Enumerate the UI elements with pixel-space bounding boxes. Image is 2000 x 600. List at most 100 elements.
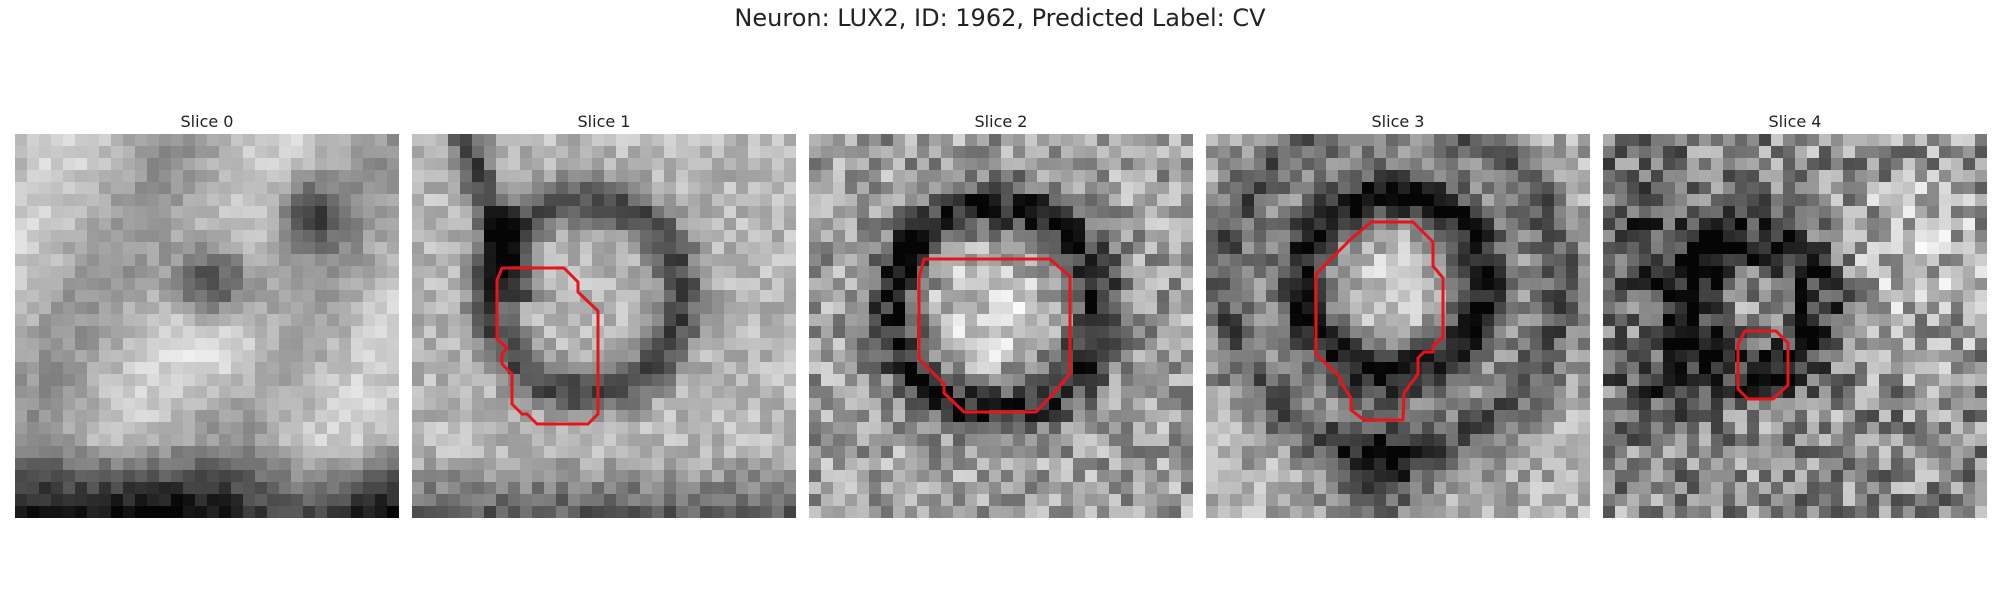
image-pixel — [1807, 410, 1820, 423]
image-pixel — [1206, 362, 1219, 375]
image-pixel — [135, 386, 148, 399]
image-pixel — [1061, 230, 1074, 243]
image-pixel — [1434, 158, 1447, 171]
image-pixel — [592, 446, 605, 459]
image-pixel — [1639, 266, 1652, 279]
image-pixel — [291, 374, 304, 387]
image-pixel — [1049, 278, 1062, 291]
image-pixel — [1819, 134, 1832, 147]
image-pixel — [724, 398, 737, 411]
image-pixel — [1181, 362, 1193, 375]
image-pixel — [99, 302, 112, 315]
image-pixel — [147, 158, 160, 171]
image-pixel — [1566, 386, 1579, 399]
image-pixel — [1494, 242, 1507, 255]
image-pixel — [760, 338, 773, 351]
image-pixel — [496, 158, 509, 171]
image-pixel — [881, 506, 894, 518]
image-pixel — [929, 134, 942, 147]
image-pixel — [580, 470, 593, 483]
image-pixel — [700, 278, 713, 291]
image-pixel — [424, 194, 437, 207]
image-pixel — [712, 470, 725, 483]
image-pixel — [748, 350, 761, 363]
image-pixel — [1302, 446, 1315, 459]
image-pixel — [171, 374, 184, 387]
image-pixel — [339, 170, 352, 183]
image-pixel — [1939, 146, 1952, 159]
image-pixel — [1181, 398, 1193, 411]
image-pixel — [1470, 338, 1483, 351]
image-pixel — [953, 206, 966, 219]
image-pixel — [1278, 302, 1291, 315]
image-pixel — [953, 470, 966, 483]
image-pixel — [1615, 362, 1628, 375]
image-pixel — [1278, 494, 1291, 507]
image-pixel — [1951, 146, 1964, 159]
image-pixel — [809, 482, 822, 495]
image-pixel — [1723, 170, 1736, 183]
image-pixel — [1566, 230, 1579, 243]
image-pixel — [63, 434, 76, 447]
image-pixel — [1157, 290, 1170, 303]
image-pixel — [989, 302, 1002, 315]
image-pixel — [1338, 146, 1351, 159]
image-pixel — [580, 374, 593, 387]
image-pixel — [315, 422, 328, 435]
image-pixel — [1145, 290, 1158, 303]
image-pixel — [207, 266, 220, 279]
image-pixel — [1386, 422, 1399, 435]
image-pixel — [1398, 314, 1411, 327]
image-pixel — [1843, 326, 1856, 339]
image-pixel — [640, 434, 653, 447]
image-pixel — [243, 422, 256, 435]
image-pixel — [1350, 494, 1363, 507]
image-pixel — [291, 278, 304, 291]
image-pixel — [460, 314, 473, 327]
image-pixel — [700, 482, 713, 495]
image-pixel — [315, 302, 328, 315]
image-pixel — [1326, 218, 1339, 231]
image-pixel — [676, 458, 689, 471]
image-pixel — [1578, 314, 1590, 327]
image-pixel — [207, 494, 220, 507]
image-pixel — [1097, 194, 1110, 207]
image-pixel — [881, 158, 894, 171]
image-pixel — [1903, 410, 1916, 423]
image-pixel — [375, 290, 388, 303]
image-pixel — [760, 230, 773, 243]
image-pixel — [1374, 134, 1387, 147]
image-pixel — [484, 146, 497, 159]
image-pixel — [845, 218, 858, 231]
image-pixel — [1073, 458, 1086, 471]
image-pixel — [27, 422, 40, 435]
image-pixel — [1819, 278, 1832, 291]
image-pixel — [1446, 230, 1459, 243]
image-pixel — [544, 194, 557, 207]
image-pixel — [39, 446, 52, 459]
image-pixel — [869, 194, 882, 207]
image-pixel — [219, 422, 232, 435]
image-pixel — [905, 470, 918, 483]
image-pixel — [760, 434, 773, 447]
image-pixel — [255, 230, 268, 243]
image-pixel — [327, 170, 340, 183]
image-pixel — [772, 398, 785, 411]
image-pixel — [1458, 182, 1471, 195]
image-pixel — [1374, 362, 1387, 375]
image-pixel — [159, 434, 172, 447]
image-pixel — [1735, 302, 1748, 315]
image-pixel — [1783, 458, 1796, 471]
image-pixel — [688, 230, 701, 243]
image-pixel — [736, 338, 749, 351]
image-pixel — [1663, 290, 1676, 303]
image-pixel — [604, 494, 617, 507]
image-pixel — [917, 242, 930, 255]
image-pixel — [267, 278, 280, 291]
image-pixel — [1073, 278, 1086, 291]
image-pixel — [869, 422, 882, 435]
image-pixel — [1206, 182, 1219, 195]
image-pixel — [1121, 386, 1134, 399]
image-pixel — [1675, 314, 1688, 327]
image-pixel — [1494, 482, 1507, 495]
